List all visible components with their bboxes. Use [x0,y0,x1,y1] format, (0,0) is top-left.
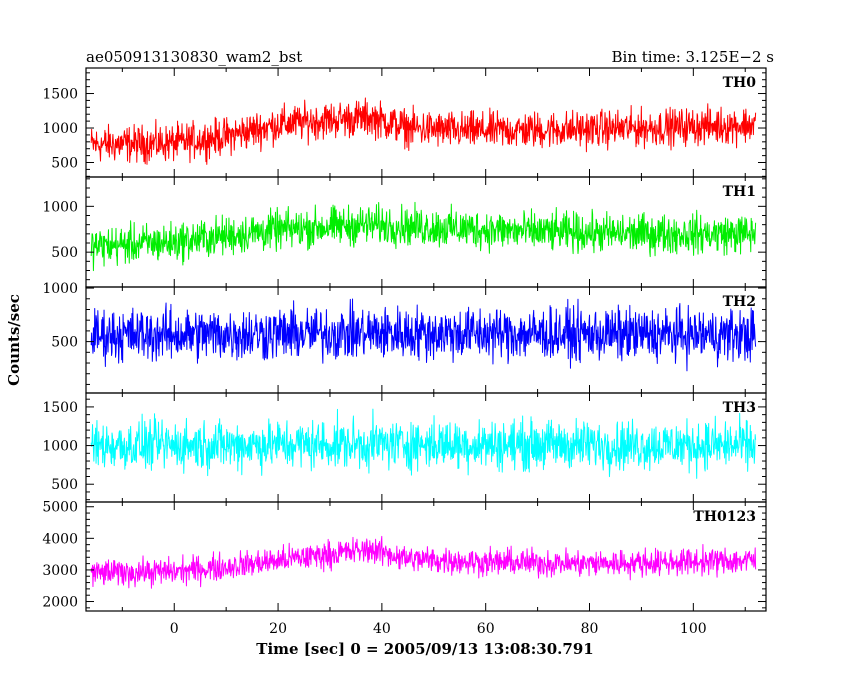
x-axis-label: Time [sec] 0 = 2005/09/13 13:08:30.791 [256,640,593,658]
panel-label-th1: TH1 [723,184,756,200]
x-tick-label: 40 [373,621,391,637]
y-tick-label: 1500 [42,87,78,103]
x-tick-label: 60 [477,621,495,637]
chart-title-right: Bin time: 3.125E−2 s [612,48,774,66]
x-tick-label: 100 [680,621,707,637]
y-tick-label: 500 [51,335,78,351]
y-tick-label: 1000 [42,281,78,297]
panel-th2: 500 1000 TH2 [42,281,767,394]
panel-frame [85,67,767,178]
panels-group: 50010001500TH05001000TH15001000TH2500100… [42,67,767,637]
y-tick-label: 500 [51,245,78,261]
panel-th3: 500 1000 1500 TH3 [42,392,767,503]
panel-label-th0123: TH0123 [693,509,756,525]
panel-th0: 500 1000 1500 TH0 [42,67,767,178]
y-axis-label: Counts/sec [5,294,23,386]
y-tick-label: 3000 [42,563,78,579]
y-tick-label: 2000 [42,595,78,611]
y-tick-label: 1500 [42,400,78,416]
y-tick-label: 5000 [42,500,78,516]
y-tick-label: 1000 [42,199,78,215]
panel-th0123: 2000 3000 4000 5000 TH0123 0 20 40 60 80 100 [42,500,767,637]
series-line-th0 [90,97,757,165]
y-tick-label: 1000 [42,439,78,455]
y-tick-label: 4000 [42,531,78,547]
y-tick-label: 500 [51,156,78,172]
panel-label-th0: TH0 [723,75,757,91]
panel-frame [85,501,767,612]
chart-title-left: ae050913130830_wam2_bst [86,48,302,66]
x-tick-label: 80 [581,621,599,637]
series-line-th1 [90,201,757,272]
panel-label-th3: TH3 [723,400,756,416]
x-tick-label: 0 [170,621,179,637]
series-line-th3 [90,408,757,479]
x-tick-label: 20 [269,621,287,637]
y-tick-label: 500 [51,477,78,493]
series-line-th2 [90,298,757,372]
panel-label-th2: TH2 [723,294,756,310]
series-line-th0123 [90,535,757,589]
y-tick-label: 1000 [42,121,78,137]
panel-th1: 500 1000 TH1 [42,176,767,288]
